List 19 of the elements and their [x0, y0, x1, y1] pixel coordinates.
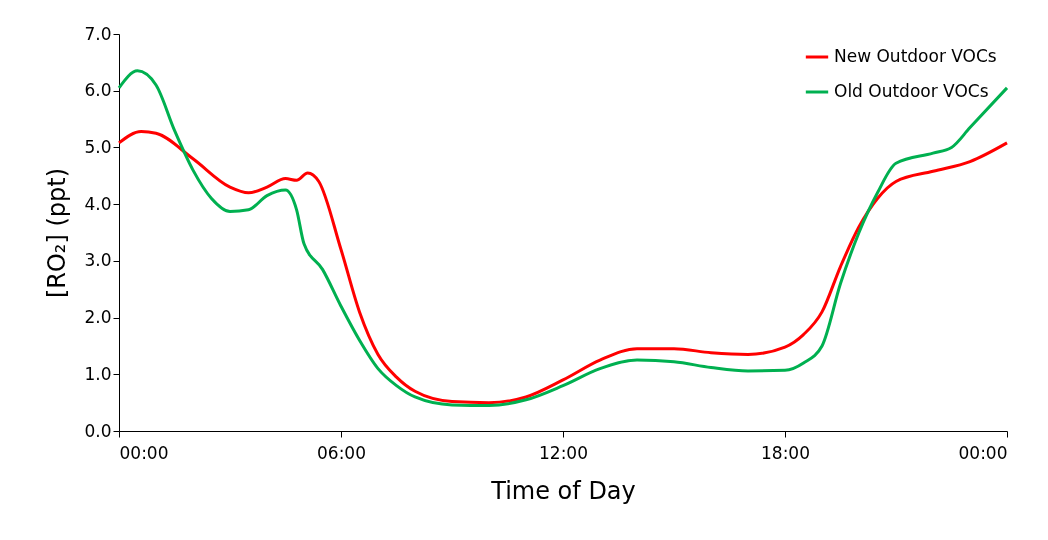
y-tick-label: 2.0	[84, 307, 112, 328]
y-tick-label: 6.0	[84, 80, 112, 101]
legend-label: New Outdoor VOCs	[834, 46, 997, 66]
x-tick-label: 00:00	[119, 442, 169, 463]
line-series	[117, 130, 1009, 405]
y-axis-title: [RO₂] (ppt)	[43, 167, 72, 299]
x-tick-label: 12:00	[539, 442, 588, 463]
line-series	[117, 69, 1009, 407]
y-tick-label: 0.0	[84, 420, 112, 441]
legend-label: Old Outdoor VOCs	[834, 81, 989, 101]
x-axis-title: Time of Day	[490, 476, 636, 505]
y-tick-label: 3.0	[84, 250, 112, 271]
y-tick-label: 7.0	[84, 23, 112, 44]
x-tick-label: 06:00	[317, 442, 366, 463]
x-tick-label: 00:00	[958, 442, 1008, 463]
x-tick-label: 18:00	[761, 442, 810, 463]
y-tick-label: 4.0	[84, 193, 112, 214]
y-tick-label: 5.0	[84, 136, 112, 157]
y-tick-label: 1.0	[84, 363, 112, 384]
